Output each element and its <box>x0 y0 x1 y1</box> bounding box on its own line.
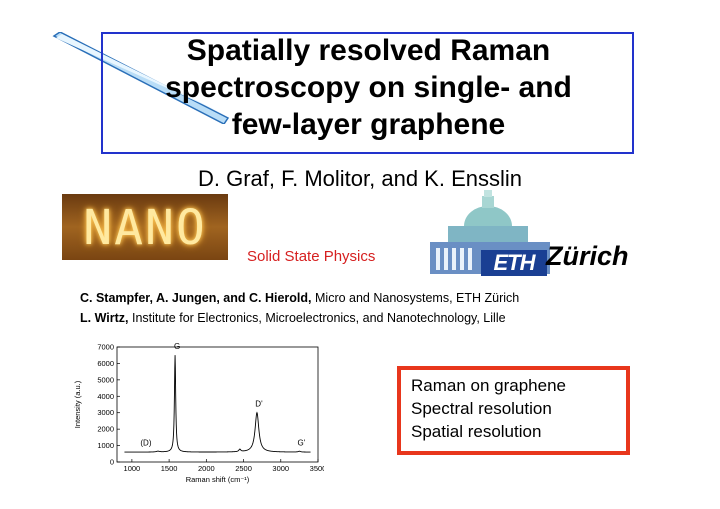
title-line-3: few-layer graphene <box>231 108 506 141</box>
title-line-1: Spatially resolved Raman <box>186 34 551 67</box>
eth-logo-city: Zürich <box>546 241 629 271</box>
x-tick-label: 3000 <box>272 464 289 473</box>
x-tick-label: 2000 <box>198 464 215 473</box>
peak-label: (D) <box>140 438 151 447</box>
chart-frame <box>116 346 319 463</box>
y-tick-label: 5000 <box>97 375 114 384</box>
eth-logo-text: ETH <box>481 250 547 276</box>
spectrum-line <box>124 355 311 453</box>
peak-label: G <box>174 342 180 351</box>
x-tick-label: 1000 <box>124 464 141 473</box>
topic-item: Spectral resolution <box>411 399 552 418</box>
y-tick-label: 2000 <box>97 425 114 434</box>
y-axis-label: Intensity (a.u.) <box>73 380 82 428</box>
topic-item: Spatial resolution <box>411 422 542 441</box>
collaborator-institution: Institute for Electronics, Microelectron… <box>131 311 506 325</box>
y-tick-label: 6000 <box>97 359 114 368</box>
collaborator-names: L. Wirtz, <box>80 311 129 325</box>
y-tick-label: 7000 <box>97 343 114 352</box>
y-tick-label: 3000 <box>97 408 114 417</box>
authors: D. Graf, F. Molitor, and K. Ensslin <box>197 166 522 191</box>
x-tick-label: 3500 <box>310 464 324 473</box>
slide-title: Spatially resolved Raman spectroscopy on… <box>96 32 641 143</box>
x-tick-label: 2500 <box>235 464 252 473</box>
topic-item: Raman on graphene <box>411 376 567 395</box>
pointer-icon <box>52 32 230 124</box>
raman-spectrum-chart: 0 1000 2000 3000 4000 5000 6000 7000 1000 1500 200… <box>73 342 324 484</box>
collaborator-line-1: C. Stampfer, A. Jungen, and C. Hierold, … <box>80 291 519 305</box>
y-tick-label: 1000 <box>97 441 114 450</box>
affiliation-label: Solid State Physics <box>247 248 376 265</box>
nano-logo: NANO <box>62 194 228 260</box>
title-box <box>101 32 634 154</box>
x-tick-label: 1500 <box>161 464 178 473</box>
collaborator-institution: Micro and Nanosystems, ETH Zürich <box>315 291 520 305</box>
topics-box: Raman on graphene Spectral resolution Sp… <box>397 366 630 455</box>
nano-logo-text: NANO <box>83 200 207 256</box>
collaborator-line-2: L. Wirtz, Institute for Electronics, Mic… <box>80 311 506 325</box>
x-axis-label: Raman shift (cm⁻¹) <box>186 475 250 484</box>
collaborator-names: C. Stampfer, A. Jungen, and C. Hierold, <box>80 291 312 305</box>
y-tick-label: 4000 <box>97 392 114 401</box>
peak-label: G' <box>298 438 306 447</box>
title-line-2: spectroscopy on single- and <box>165 71 572 104</box>
peak-label: D' <box>255 400 263 409</box>
y-tick-label: 0 <box>110 458 114 467</box>
